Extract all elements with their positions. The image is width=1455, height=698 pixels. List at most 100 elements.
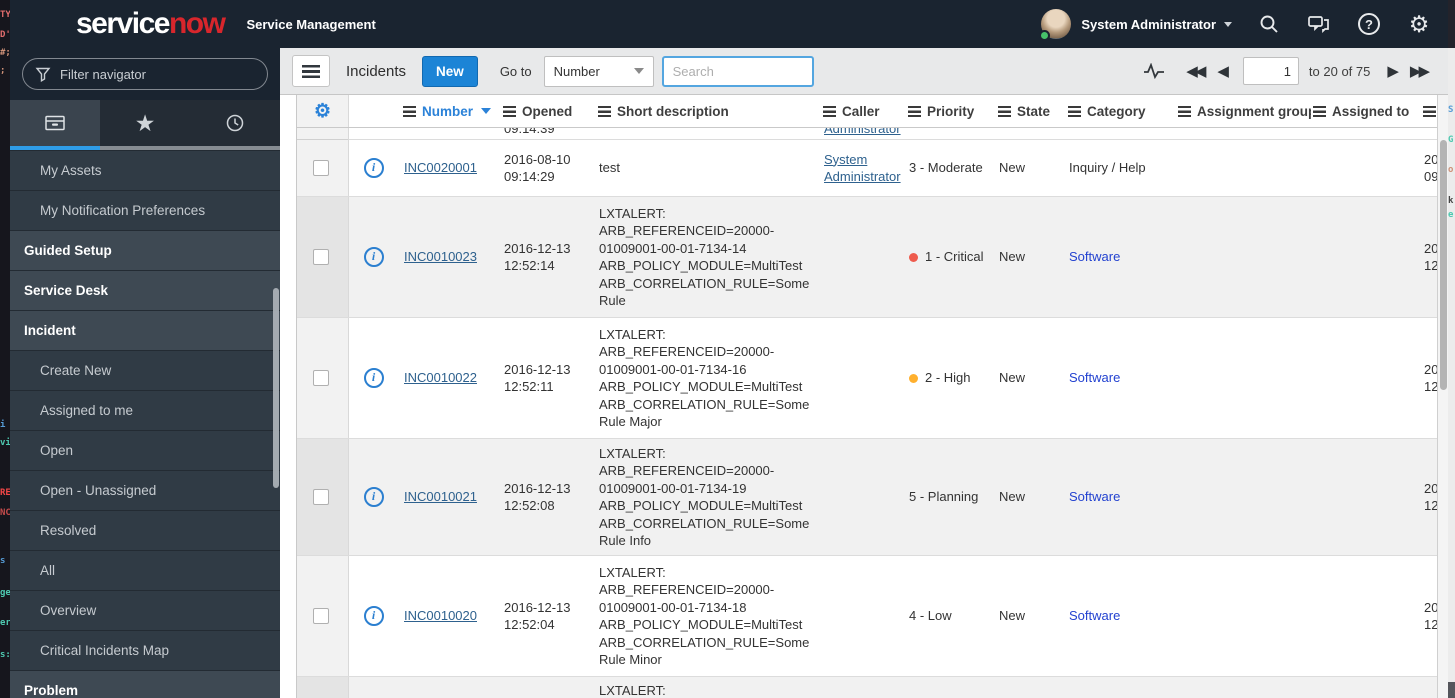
updated-cell-clipped: 20 12: [1424, 599, 1437, 633]
incident-number-link[interactable]: INC0010023: [404, 249, 477, 265]
table-row[interactable]: i INC0010023 2016-12-13 12:52:14 LXTALER…: [297, 197, 1437, 318]
list-scrollbar[interactable]: [1437, 95, 1448, 698]
table-row[interactable]: i INC0010020 2016-12-13 12:52:04 LXTALER…: [297, 556, 1437, 677]
info-icon[interactable]: i: [363, 368, 384, 388]
column-header-number[interactable]: Number: [401, 95, 501, 127]
chevron-down-icon: [633, 68, 644, 74]
table-row-partial-top[interactable]: 09:14:39 Administrator: [297, 128, 1437, 140]
help-icon[interactable]: ?: [1356, 11, 1382, 37]
row-checkbox[interactable]: [313, 489, 329, 505]
info-icon[interactable]: i: [363, 247, 384, 267]
caller-link[interactable]: System Administrator: [824, 151, 901, 185]
user-menu-caret-icon[interactable]: [1224, 21, 1232, 27]
tab-history[interactable]: [190, 100, 280, 150]
next-page-button[interactable]: ▶: [1380, 60, 1403, 82]
sidebar-item-problem[interactable]: Problem: [10, 670, 280, 698]
settings-gear-icon[interactable]: ⚙: [1406, 11, 1432, 37]
column-menu-icon[interactable]: [998, 105, 1011, 117]
column-menu-icon[interactable]: [823, 105, 836, 117]
list-personalize-gear-icon[interactable]: ⚙: [313, 100, 332, 122]
user-avatar[interactable]: [1039, 9, 1072, 41]
table-row[interactable]: i INC0020001 2016-08-10 09:14:29 test Sy…: [297, 140, 1437, 197]
column-header-assigned-to[interactable]: Assigned to: [1311, 95, 1421, 127]
caller-link-clipped[interactable]: Administrator: [824, 128, 901, 136]
filter-navigator-input[interactable]: [60, 66, 255, 82]
navigator-tabs: ★: [10, 100, 280, 150]
goto-label: Go to: [499, 63, 532, 79]
sidebar-item-resolved[interactable]: Resolved: [10, 510, 280, 550]
row-checkbox[interactable]: [313, 160, 329, 176]
tab-all-applications[interactable]: [10, 100, 100, 150]
category-link[interactable]: Software: [1069, 249, 1121, 265]
column-menu-icon[interactable]: [1068, 105, 1081, 117]
incident-number-link[interactable]: INC0010020: [404, 608, 477, 624]
row-checkbox[interactable]: [313, 249, 329, 265]
sidebar-item-service-desk[interactable]: Service Desk: [10, 270, 280, 310]
info-icon[interactable]: i: [363, 606, 384, 626]
filter-navigator-field[interactable]: [22, 58, 268, 90]
new-record-button[interactable]: New: [422, 55, 478, 87]
activity-stream-icon[interactable]: [1143, 63, 1165, 79]
previous-page-button[interactable]: ◀: [1210, 60, 1233, 82]
servicenow-logo[interactable]: service now: [76, 9, 226, 39]
row-checkbox[interactable]: [313, 370, 329, 386]
column-menu-icon[interactable]: [598, 105, 611, 117]
table-row-partial-bottom[interactable]: LXTALERT:: [297, 677, 1437, 698]
short-description-cell: LXTALERT: ARB_REFERENCEID=20000- 0100900…: [599, 445, 810, 549]
column-header-short-description[interactable]: Short description: [596, 95, 821, 127]
sidebar-item-create-new[interactable]: Create New: [10, 350, 280, 390]
sidebar-item-critical-incidents-map[interactable]: Critical Incidents Map: [10, 630, 280, 670]
info-icon[interactable]: i: [363, 487, 384, 507]
sidebar-item-guided-setup[interactable]: Guided Setup: [10, 230, 280, 270]
incident-number-link[interactable]: INC0020001: [404, 160, 477, 176]
column-menu-icon[interactable]: [1313, 105, 1326, 117]
user-menu[interactable]: System Administrator: [1081, 16, 1216, 32]
code-fragment: vi: [0, 438, 10, 448]
filter-navigator-bar: [10, 48, 280, 100]
list-context-menu-button[interactable]: [292, 55, 330, 87]
tab-favorites[interactable]: ★: [100, 100, 190, 150]
column-header-opened[interactable]: Opened: [501, 95, 596, 127]
goto-field-select[interactable]: Number: [543, 55, 654, 87]
table-row[interactable]: i INC0010021 2016-12-13 12:52:08 LXTALER…: [297, 439, 1437, 556]
info-icon[interactable]: i: [363, 158, 384, 178]
first-page-button[interactable]: ◀◀: [1179, 60, 1210, 82]
connect-chat-icon[interactable]: [1306, 11, 1332, 37]
column-header-category[interactable]: Category: [1066, 95, 1176, 127]
column-menu-icon[interactable]: [503, 105, 516, 117]
list-toolbar: Incidents New Go to Number ◀◀ ◀ to 20 of…: [280, 48, 1448, 95]
column-menu-icon[interactable]: [403, 105, 416, 117]
sidebar-item-open-unassigned[interactable]: Open - Unassigned: [10, 470, 280, 510]
sidebar-item-all[interactable]: All: [10, 550, 280, 590]
category-link[interactable]: Software: [1069, 489, 1121, 505]
list-scrollbar-thumb[interactable]: [1440, 140, 1447, 390]
sidebar-item-my-assets[interactable]: My Assets: [10, 150, 280, 190]
incident-number-link[interactable]: INC0010021: [404, 489, 477, 505]
column-menu-icon[interactable]: [1178, 105, 1191, 117]
global-search-icon[interactable]: [1256, 11, 1282, 37]
column-menu-icon[interactable]: [908, 105, 921, 117]
sidebar-scrollbar-thumb[interactable]: [273, 288, 279, 488]
column-header-priority[interactable]: Priority: [906, 95, 996, 127]
code-fragment: ;: [0, 66, 6, 76]
category-cell: Inquiry / Help: [1069, 160, 1146, 176]
column-header-caller[interactable]: Caller: [821, 95, 906, 127]
page-row-input[interactable]: [1242, 57, 1299, 85]
table-row[interactable]: i INC0010022 2016-12-13 12:52:11 LXTALER…: [297, 318, 1437, 439]
category-link[interactable]: Software: [1069, 608, 1121, 624]
last-page-button[interactable]: ▶▶: [1403, 60, 1434, 82]
row-checkbox[interactable]: [313, 608, 329, 624]
sidebar-item-assigned-to-me[interactable]: Assigned to me: [10, 390, 280, 430]
category-link[interactable]: Software: [1069, 370, 1121, 386]
opened-cell: 2016-12-13 12:52:11: [504, 361, 571, 395]
column-header-assignment-group[interactable]: Assignment group: [1176, 95, 1311, 127]
column-header-clipped[interactable]: [1421, 95, 1437, 127]
assigned-to-cell: [1311, 197, 1421, 317]
sidebar-item-open[interactable]: Open: [10, 430, 280, 470]
sidebar-item-incident[interactable]: Incident: [10, 310, 280, 350]
list-search-input[interactable]: [661, 55, 814, 87]
sidebar-item-overview[interactable]: Overview: [10, 590, 280, 630]
incident-number-link[interactable]: INC0010022: [404, 370, 477, 386]
sidebar-item-my-notification-prefs[interactable]: My Notification Preferences: [10, 190, 280, 230]
column-header-state[interactable]: State: [996, 95, 1066, 127]
